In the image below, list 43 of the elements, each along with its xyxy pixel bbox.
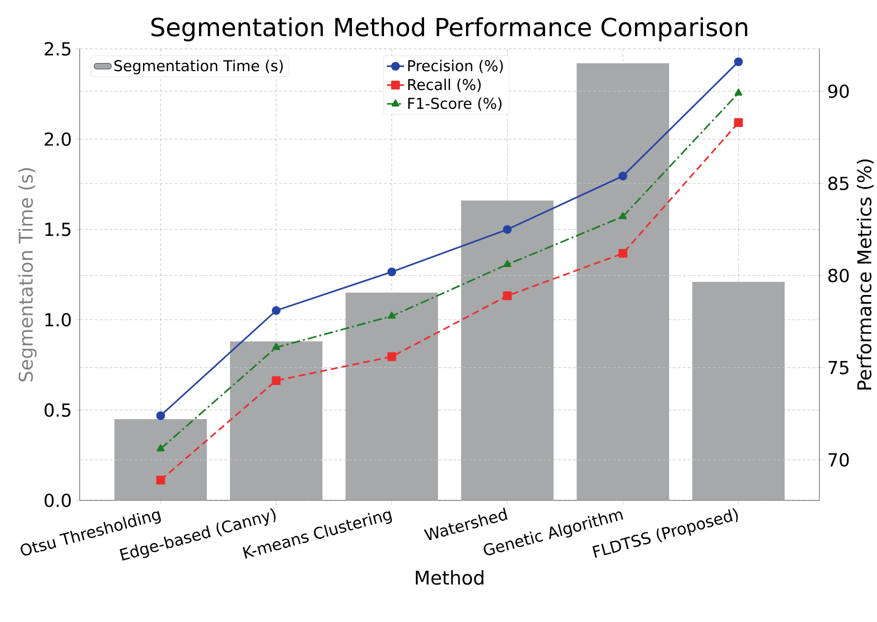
- point: [734, 88, 742, 96]
- point: [156, 444, 165, 452]
- y-tick-label: 1.5: [45, 222, 70, 236]
- legend-label: F1-Score (%): [408, 97, 502, 111]
- y-tick-label: 0.5: [44, 403, 70, 417]
- point: [272, 376, 281, 385]
- y-axis-title: Segmentation Time (s): [18, 168, 37, 382]
- point: [502, 225, 512, 234]
- point: [387, 267, 396, 276]
- y-tick-label: 0.0: [44, 494, 71, 508]
- y2-axis-title: Performance Metrics (%): [856, 159, 874, 390]
- bar: [230, 341, 322, 500]
- point: [156, 411, 166, 420]
- point: [618, 172, 628, 180]
- x-axis-title: Method: [416, 570, 484, 585]
- point: [734, 118, 743, 127]
- legend-label: Precision (%): [408, 60, 503, 74]
- point: [734, 57, 743, 66]
- y2-tick-label: 70: [828, 453, 849, 467]
- point: [272, 343, 280, 350]
- point: [618, 212, 627, 220]
- bar: [114, 419, 207, 500]
- point: [503, 260, 512, 268]
- bar: [346, 292, 438, 500]
- bar: [576, 63, 670, 500]
- point: [502, 291, 512, 300]
- y-tick-label: 1.0: [45, 312, 71, 327]
- point: [388, 312, 396, 319]
- y2-tick-label: 80: [828, 268, 849, 282]
- bar: [461, 200, 554, 500]
- y-tick-label: 2.0: [44, 132, 71, 146]
- chart-title: Segmentation Method Performance Comparison: [151, 17, 748, 42]
- legend-label: Segmentation Time (s): [114, 60, 283, 74]
- point: [618, 249, 628, 258]
- legend-label: Recall (%): [408, 78, 481, 92]
- y2-tick-label: 75: [828, 361, 848, 374]
- bar: [692, 282, 785, 500]
- point: [156, 476, 166, 484]
- point: [272, 306, 281, 315]
- y-tick-label: 2.5: [44, 42, 70, 56]
- point: [387, 352, 396, 362]
- y2-tick-label: 85: [828, 176, 848, 190]
- y2-tick-label: 90: [828, 84, 849, 98]
